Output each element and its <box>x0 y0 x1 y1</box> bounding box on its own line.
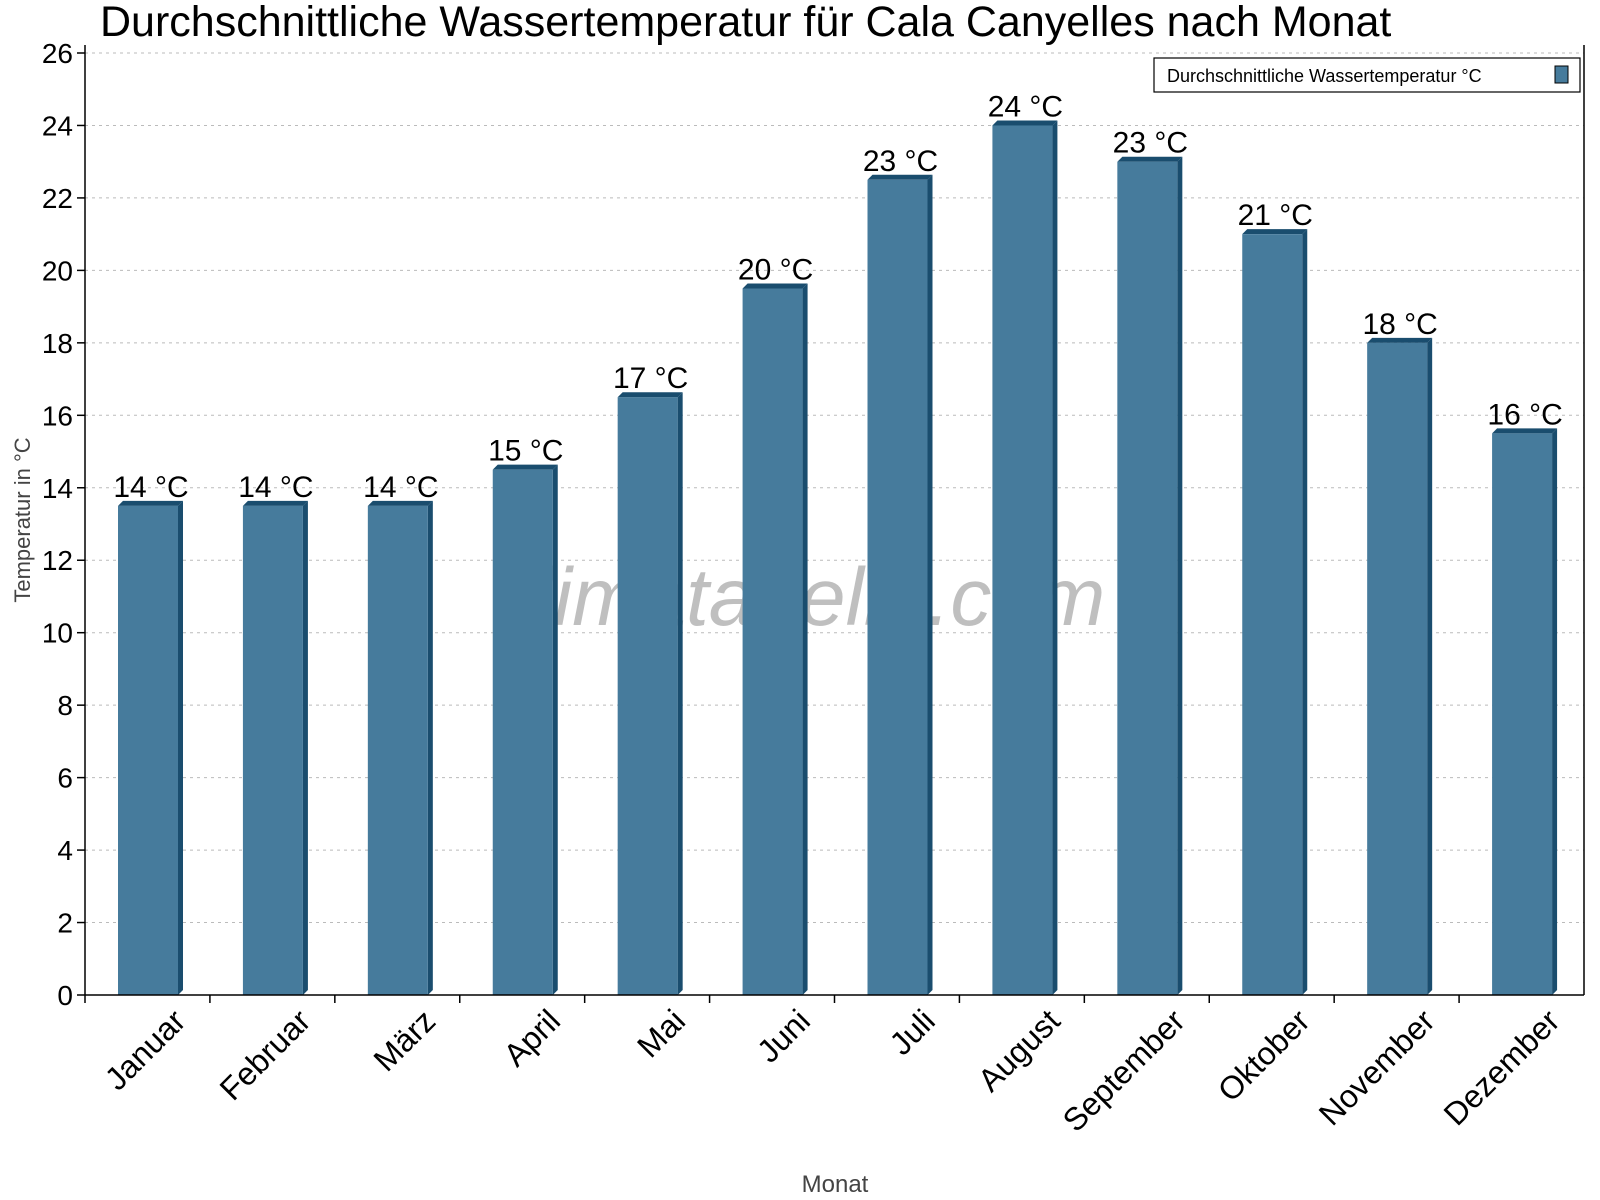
y-tick-label: 20 <box>42 255 73 286</box>
y-tick-label: 10 <box>42 618 73 649</box>
bar-side <box>427 500 433 995</box>
bar-side <box>552 464 558 996</box>
x-tick-label: Mai <box>630 1002 692 1064</box>
data-label: 23 °C <box>863 145 938 178</box>
bar-side <box>1427 337 1433 995</box>
y-tick-label: 0 <box>57 980 73 1011</box>
y-tick-label: 16 <box>42 400 73 431</box>
bar-side <box>1552 428 1558 995</box>
x-tick-label: Januar <box>98 1002 193 1097</box>
bar <box>742 288 803 995</box>
bar <box>1367 342 1428 995</box>
x-tick-label: Juli <box>883 1002 942 1061</box>
y-tick-label: 14 <box>42 473 73 504</box>
bar-side <box>927 174 933 996</box>
bar <box>367 505 428 995</box>
x-tick-label: Dezember <box>1437 1002 1567 1132</box>
legend-box <box>1153 57 1581 93</box>
bar-top <box>242 500 308 506</box>
bar-top <box>867 174 933 180</box>
x-tick-label: August <box>971 1002 1067 1098</box>
bar-side <box>1302 229 1308 996</box>
bar <box>242 505 303 995</box>
x-tick-label: März <box>367 1002 443 1078</box>
y-tick-label: 18 <box>42 328 73 359</box>
data-label: 20 °C <box>738 254 813 287</box>
bar <box>1117 161 1178 995</box>
bar-top <box>617 392 683 398</box>
data-label: 17 °C <box>613 362 688 395</box>
x-tick-label: April <box>496 1002 567 1073</box>
y-tick-label: 24 <box>42 110 73 141</box>
bar-top <box>1492 428 1558 434</box>
bar-side <box>302 500 308 995</box>
bar <box>617 397 678 995</box>
data-label: 18 °C <box>1362 308 1437 341</box>
y-tick-label: 12 <box>42 545 73 576</box>
bar-top <box>992 120 1058 126</box>
bar-side <box>677 392 683 995</box>
y-tick-label: 26 <box>42 38 73 69</box>
y-tick-label: 8 <box>57 690 73 721</box>
bar-top <box>1242 229 1308 235</box>
x-tick-label: November <box>1312 1002 1442 1132</box>
y-tick-label: 6 <box>57 763 73 794</box>
bar-side <box>1052 120 1058 995</box>
bar-top <box>1117 156 1183 162</box>
y-axis-title: Temperatur in °C <box>10 437 35 602</box>
legend-swatch <box>1554 65 1569 84</box>
y-tick-label: 22 <box>42 183 73 214</box>
x-tick-label: September <box>1056 1002 1192 1138</box>
data-label: 16 °C <box>1487 398 1562 431</box>
bar-top <box>118 500 183 506</box>
y-tick-label: 2 <box>57 908 73 939</box>
bar <box>1492 433 1553 995</box>
bar-top <box>1367 337 1433 343</box>
bar <box>118 505 178 995</box>
legend-label: Durchschnittliche Wassertemperatur °C <box>1167 66 1482 86</box>
bar <box>492 469 553 996</box>
chart-title: Durchschnittliche Wassertemperatur für C… <box>100 0 1391 46</box>
bar-side <box>178 500 183 995</box>
data-label: 15 °C <box>488 435 563 468</box>
data-label: 14 °C <box>238 471 313 504</box>
data-label: 14 °C <box>363 471 438 504</box>
bar <box>867 179 928 996</box>
bar-top <box>742 283 808 289</box>
data-label: 21 °C <box>1238 199 1313 232</box>
x-tick-label: Oktober <box>1211 1002 1317 1108</box>
bar <box>1242 234 1303 996</box>
data-label: 24 °C <box>988 90 1063 123</box>
bar-side <box>802 283 808 995</box>
x-axis-title: Monat <box>802 1171 869 1198</box>
bar-top <box>367 500 433 506</box>
legend: Durchschnittliche Wassertemperatur °C <box>1153 57 1581 93</box>
bar-side <box>1177 156 1183 995</box>
bar <box>992 125 1053 995</box>
data-label: 14 °C <box>113 471 188 504</box>
data-label: 23 °C <box>1113 127 1188 160</box>
bar-top <box>492 464 558 470</box>
x-tick-label: Februar <box>213 1002 318 1107</box>
y-tick-label: 4 <box>57 835 73 866</box>
x-tick-label: Juni <box>750 1002 817 1069</box>
